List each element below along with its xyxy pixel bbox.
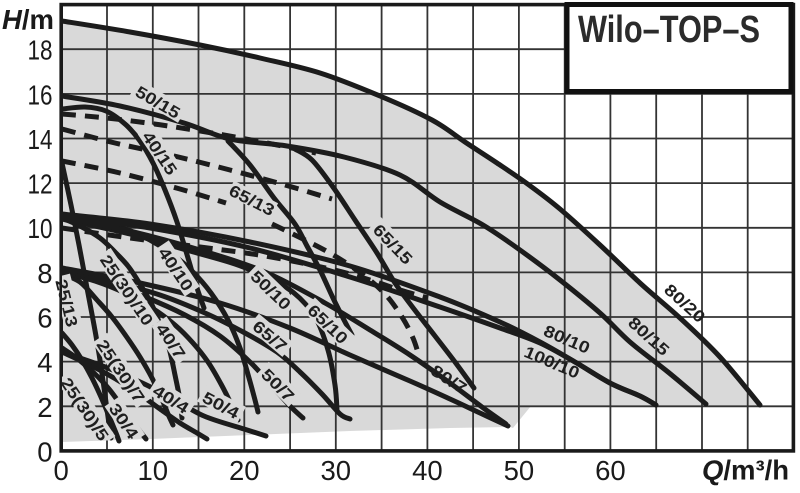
svg-text:14: 14 [28, 124, 53, 155]
svg-text:8: 8 [37, 258, 52, 289]
svg-text:6: 6 [37, 303, 52, 334]
svg-text:Q/m³/h: Q/m³/h [702, 455, 789, 486]
svg-text:40: 40 [412, 455, 443, 486]
svg-text:12: 12 [28, 169, 53, 200]
svg-text:0: 0 [54, 455, 69, 486]
svg-text:60: 60 [595, 455, 626, 486]
svg-text:H/m: H/m [2, 4, 54, 35]
svg-text:Wilo–TOP–S: Wilo–TOP–S [578, 9, 760, 51]
svg-text:18: 18 [28, 35, 53, 66]
svg-text:16: 16 [28, 79, 53, 110]
svg-text:10: 10 [138, 455, 169, 486]
svg-text:20: 20 [229, 455, 260, 486]
svg-text:50: 50 [504, 455, 535, 486]
svg-text:0: 0 [37, 436, 52, 467]
svg-text:10: 10 [28, 213, 53, 244]
svg-text:30: 30 [321, 455, 352, 486]
svg-text:2: 2 [37, 392, 52, 423]
svg-text:4: 4 [37, 347, 52, 378]
